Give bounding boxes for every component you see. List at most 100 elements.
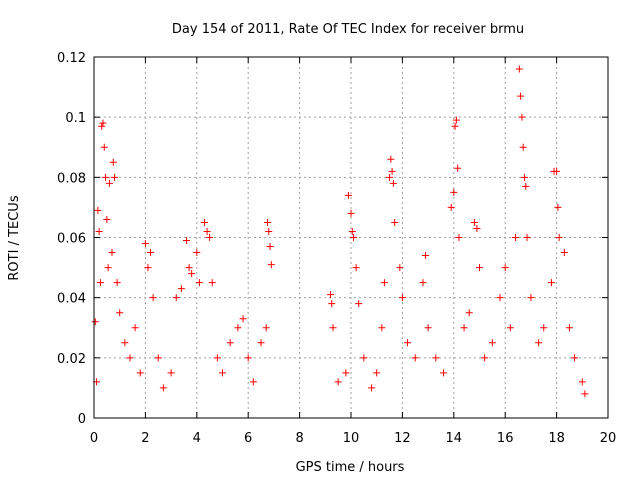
- data-point: [263, 218, 271, 226]
- data-point: [172, 294, 180, 302]
- data-point: [347, 209, 355, 217]
- data-point: [234, 324, 242, 332]
- data-point: [547, 279, 555, 287]
- data-point: [581, 390, 589, 398]
- tick-labels: 0 2 4 6 8 10 12 14 16 18 20 0 0.02 0.04 0.06 0.08 0.1 0.1…: [57, 51, 616, 446]
- data-point: [334, 378, 342, 386]
- x-tick-label: 0: [90, 431, 98, 446]
- data-point: [455, 234, 463, 241]
- data-point: [111, 173, 119, 181]
- data-point: [520, 173, 528, 181]
- data-point: [368, 384, 376, 392]
- data-point: [96, 279, 104, 287]
- data-point: [326, 291, 334, 299]
- data-point: [108, 249, 116, 257]
- data-point: [249, 378, 257, 386]
- data-point: [517, 92, 525, 100]
- data-point: [422, 252, 430, 260]
- data-point: [473, 224, 481, 232]
- x-tick-label: 20: [600, 431, 617, 446]
- x-tick-label: 18: [548, 431, 565, 446]
- data-point: [266, 243, 274, 251]
- data-point: [424, 324, 432, 332]
- data-point: [136, 369, 144, 377]
- data-point: [511, 234, 519, 241]
- data-point: [496, 294, 504, 302]
- x-tick-label: 8: [295, 431, 303, 446]
- data-point: [578, 378, 586, 386]
- data-point: [91, 318, 99, 326]
- data-point: [571, 354, 579, 362]
- data-points: [91, 65, 589, 398]
- data-point: [389, 179, 397, 187]
- y-tick-label: 0.12: [57, 51, 86, 66]
- x-tick-label: 2: [141, 431, 149, 446]
- data-point: [239, 315, 247, 323]
- data-point: [104, 264, 112, 272]
- data-point: [183, 237, 191, 245]
- data-point: [344, 191, 352, 199]
- data-point: [465, 309, 473, 317]
- data-point: [141, 240, 149, 248]
- data-point: [373, 369, 381, 377]
- y-tick-label: 0.08: [57, 171, 86, 186]
- x-tick-label: 6: [244, 431, 252, 446]
- x-axis-label: GPS time / hours: [296, 460, 405, 475]
- data-point: [103, 215, 111, 223]
- data-point: [208, 279, 216, 287]
- data-point: [386, 173, 394, 181]
- x-tick-label: 4: [193, 431, 201, 446]
- data-point: [523, 234, 531, 241]
- axes: [93, 56, 609, 419]
- data-point: [470, 218, 478, 226]
- data-point: [226, 339, 234, 347]
- data-point: [404, 339, 412, 347]
- data-point: [355, 300, 363, 308]
- y-tick-label: 0.04: [57, 292, 86, 307]
- data-point: [501, 264, 509, 272]
- data-point: [342, 369, 350, 377]
- data-point: [419, 279, 427, 287]
- data-point: [515, 65, 523, 73]
- data-point: [102, 173, 110, 181]
- data-point: [360, 354, 368, 362]
- data-point: [121, 339, 129, 347]
- data-point: [213, 354, 221, 362]
- data-point: [553, 167, 561, 175]
- data-point: [540, 324, 548, 332]
- data-point: [147, 249, 155, 257]
- data-point: [267, 261, 275, 269]
- data-point: [565, 324, 573, 332]
- data-point: [432, 354, 440, 362]
- data-point: [126, 354, 134, 362]
- data-point: [154, 354, 162, 362]
- data-point: [193, 249, 201, 257]
- data-point: [109, 158, 117, 166]
- data-point: [131, 324, 139, 332]
- data-point: [519, 143, 527, 151]
- x-tick-label: 12: [394, 431, 411, 446]
- data-point: [177, 285, 185, 293]
- y-tick-label: 0.1: [65, 111, 86, 126]
- data-point: [195, 279, 203, 287]
- data-point: [450, 188, 458, 196]
- y-tick-label: 0.02: [57, 352, 86, 367]
- data-point: [447, 203, 455, 211]
- data-point: [159, 384, 167, 392]
- y-tick-label: 0: [78, 412, 86, 427]
- data-point: [98, 122, 106, 130]
- data-point: [265, 227, 273, 235]
- plot-border: [93, 56, 609, 419]
- data-point: [518, 113, 526, 121]
- data-point: [387, 155, 395, 163]
- data-point: [348, 227, 356, 235]
- x-tick-label: 14: [446, 431, 463, 446]
- data-point: [440, 369, 448, 377]
- data-point: [144, 264, 152, 272]
- data-point: [149, 294, 157, 302]
- data-point: [522, 182, 530, 190]
- data-point: [378, 324, 386, 332]
- data-point: [352, 264, 360, 272]
- data-point: [411, 354, 419, 362]
- data-point: [460, 324, 468, 332]
